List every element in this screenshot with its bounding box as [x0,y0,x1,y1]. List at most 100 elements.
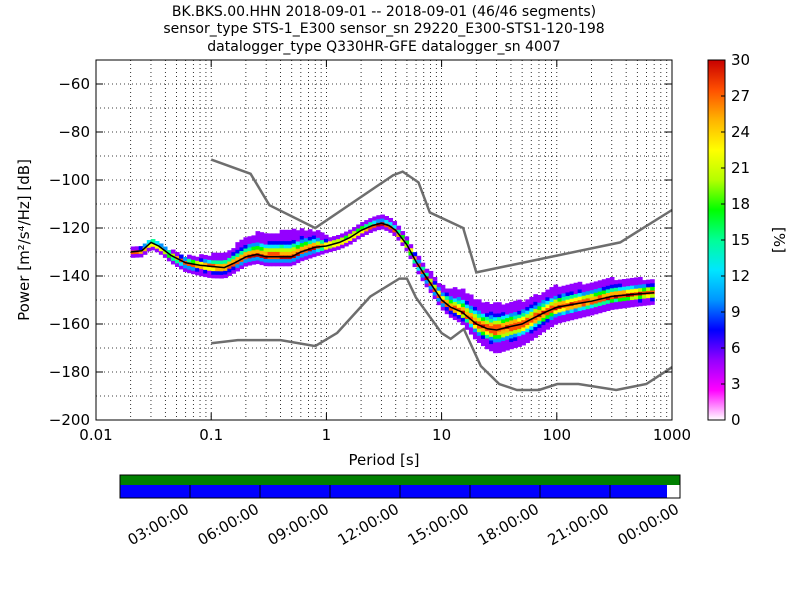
heatmap-cell [344,235,349,240]
heatmap-cell [336,245,341,250]
heatmap-cell [593,295,599,300]
heatmap-cell [420,277,426,282]
heatmap-cell [271,244,277,249]
heatmap-cell [493,309,498,314]
heatmap-cell [291,246,297,251]
heatmap-cell [601,304,607,309]
heatmap-cell [561,296,567,301]
heatmap-cell [489,343,494,348]
heatmap-cell [481,334,486,339]
heatmap-cell [569,316,575,321]
heatmap-cell [525,302,530,308]
heatmap-cell [203,254,208,260]
heatmap-cell [368,225,373,230]
heatmap-cell [464,293,470,298]
heatmap-cell [565,291,571,297]
heatmap-cell [581,298,587,303]
heatmap-cell [481,309,486,314]
heatmap-cell [609,277,615,282]
heatmap-cell [525,335,530,340]
heatmap-cell [452,290,458,295]
heatmap-cell [472,313,478,318]
title-line-3: datalogger_type Q330HR-GFE datalogger_sn… [207,39,560,55]
heatmap-cell [533,312,538,317]
heatmap-cell [517,303,522,308]
heatmap-cell [569,308,575,314]
heatmap-cell [573,293,579,298]
heatmap-cell [553,302,559,307]
heatmap-cell [541,328,547,333]
heatmap-cell [279,247,285,252]
heatmap-cell [476,324,482,329]
heatmap-cell [634,302,639,307]
heatmap-cell [279,244,285,249]
heatmap-cell [271,251,277,256]
heatmap-cell [638,280,643,285]
heatmap-cell [456,292,462,298]
heatmap-cell [581,284,587,289]
heatmap-cell [609,287,615,292]
heatmap-cell [243,248,249,253]
heatmap-cell [605,296,611,301]
y-axis-ticks: −200 −180 −160 −140 −120 −100 −80 −60 [49,75,672,429]
heatmap-cell [424,268,430,273]
heatmap-cell [271,247,277,252]
colorbar-tick-label: 9 [731,303,741,321]
heatmap-cell [388,228,394,233]
heatmap-cell [440,295,446,300]
heatmap-cell [388,221,394,226]
heatmap-cell [501,315,506,320]
heatmap-cell [517,299,522,304]
heatmap-cell [275,262,281,267]
heatmap-cell [617,290,623,295]
heatmap-cell [323,234,329,239]
heatmap-cell [219,270,224,275]
heatmap-cell [295,244,301,249]
heatmap-cell [585,308,591,313]
heatmap-cell [521,334,526,339]
heatmap-cell [315,233,321,238]
heatmap-cell [581,309,587,314]
heatmap-cell [621,282,627,287]
heatmap-cell [601,297,607,302]
heatmap-cell [388,217,394,223]
heatmap-cell [332,239,337,244]
heatmap-cell [287,262,293,267]
heatmap-cell [239,243,245,248]
heatmap-cell [537,309,543,314]
heatmap-cell [646,279,651,284]
heatmap-cell [295,259,301,264]
heatmap-cell [259,246,265,251]
y-tick-label: −140 [49,267,90,285]
heatmap-cell [601,290,607,295]
title-line-1: BK.BKS.00.HHN 2018-09-01 -- 2018-09-01 (… [172,4,596,20]
heatmap-cell [452,308,458,313]
heatmap-cell [146,243,152,248]
heatmap-cell [203,272,208,278]
heatmap-cell [541,313,547,318]
heatmap-cell [416,255,422,260]
heatmap-cell [424,279,430,284]
heatmap-cell [199,254,204,259]
heatmap-cell [279,233,285,238]
heatmap-cell [605,285,611,290]
heatmap-cell [537,298,543,303]
heatmap-cell [456,307,462,312]
heatmap-cell [315,240,321,246]
heatmap-cell [573,300,579,305]
heatmap-cell [299,257,305,262]
heatmap-cell [166,257,172,262]
heatmap-cell [573,304,579,309]
heatmap-cell [259,242,265,248]
heatmap-cell [601,279,607,284]
heatmap-cell [521,341,526,346]
heatmap-cell [227,264,232,269]
heatmap-cell [243,251,249,256]
heatmap-cell [178,261,184,266]
heatmap-cell [629,299,635,304]
heatmap-cell [601,293,607,298]
heatmap-cell [493,305,498,311]
heatmap-cell [621,279,627,284]
heatmap-cell [319,250,325,255]
heatmap-cell [537,305,543,310]
